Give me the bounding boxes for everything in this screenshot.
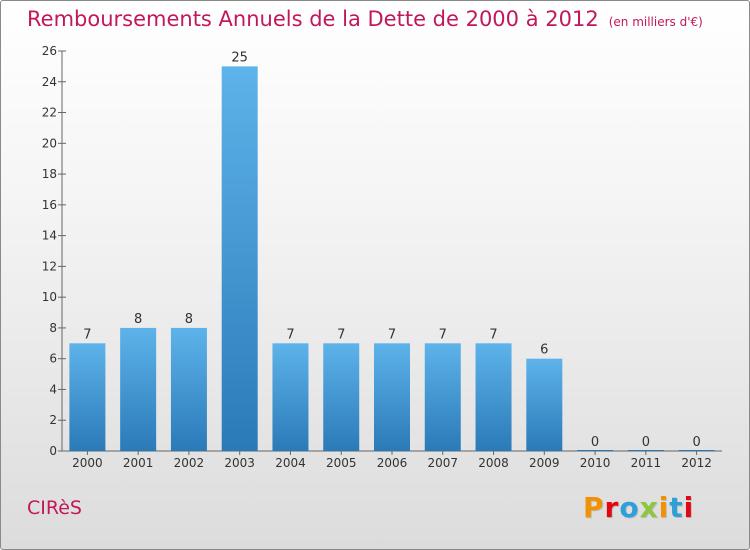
data-label: 8 <box>185 312 193 327</box>
y-tick-label: 0 <box>49 444 57 458</box>
data-label: 7 <box>439 327 447 342</box>
data-label: 7 <box>83 327 91 342</box>
x-tick-label: 2000 <box>72 456 103 470</box>
brand-letter: i <box>658 491 670 524</box>
bar <box>221 66 258 451</box>
bar <box>424 343 461 451</box>
data-label: 25 <box>231 50 248 65</box>
bar <box>627 450 664 451</box>
y-tick-label: 24 <box>42 75 57 89</box>
y-tick-label: 22 <box>42 106 57 120</box>
y-tick-label: 14 <box>42 229 57 243</box>
x-tick-label: 2002 <box>174 456 205 470</box>
bar <box>374 343 410 451</box>
data-label: 7 <box>489 327 497 342</box>
y-tick-label: 26 <box>42 44 57 58</box>
data-label: 7 <box>337 327 345 342</box>
y-tick-label: 12 <box>42 259 57 273</box>
y-tick-label: 6 <box>49 352 57 366</box>
bar <box>526 358 563 451</box>
chart-title: Remboursements Annuels de la Dette de 20… <box>27 7 703 31</box>
x-tick-label: 2007 <box>427 456 458 470</box>
y-tick-label: 10 <box>42 290 57 304</box>
y-tick-label: 8 <box>49 321 57 335</box>
brand-letter: r <box>604 491 620 524</box>
x-tick-label: 2006 <box>377 456 408 470</box>
brand-letter: i <box>683 491 695 524</box>
y-tick-label: 20 <box>42 136 57 150</box>
bar <box>120 327 157 451</box>
brand-logo: Proxiti <box>583 491 694 524</box>
x-tick-label: 2009 <box>529 456 560 470</box>
bar <box>577 450 614 451</box>
x-tick-label: 2008 <box>478 456 509 470</box>
data-label: 0 <box>591 435 599 450</box>
brand-letter: x <box>639 491 659 524</box>
y-tick-label: 16 <box>42 198 57 212</box>
x-tick-label: 2012 <box>681 456 712 470</box>
commune-name: CIRèS <box>27 497 82 519</box>
y-tick-label: 18 <box>42 167 57 181</box>
x-tick-label: 2001 <box>123 456 154 470</box>
data-label: 0 <box>642 435 650 450</box>
x-tick-label: 2010 <box>580 456 611 470</box>
data-label: 6 <box>540 343 548 358</box>
data-label: 8 <box>134 312 142 327</box>
y-tick-label: 4 <box>49 382 57 396</box>
bar <box>678 450 715 451</box>
bar <box>170 327 207 451</box>
chart-title-text: Remboursements Annuels de la Dette de 20… <box>27 7 599 31</box>
bar <box>272 343 309 451</box>
brand-letter: P <box>583 491 605 524</box>
brand-letter: t <box>669 491 684 524</box>
data-label: 7 <box>388 327 396 342</box>
x-tick-label: 2005 <box>326 456 357 470</box>
bar <box>475 343 512 451</box>
x-tick-label: 2011 <box>631 456 662 470</box>
x-tick-label: 2003 <box>224 456 255 470</box>
bars: 7 8 8 25 7 7 7 7 7 6 0 0 0 <box>69 50 715 451</box>
data-label: 0 <box>692 435 700 450</box>
bar <box>323 343 360 451</box>
x-tick-label: 2004 <box>275 456 306 470</box>
bar <box>69 343 106 451</box>
brand-letter: o <box>619 491 640 524</box>
y-tick-label: 2 <box>49 413 57 427</box>
chart-unit-label: (en milliers d'€) <box>608 15 703 29</box>
data-label: 7 <box>286 327 294 342</box>
